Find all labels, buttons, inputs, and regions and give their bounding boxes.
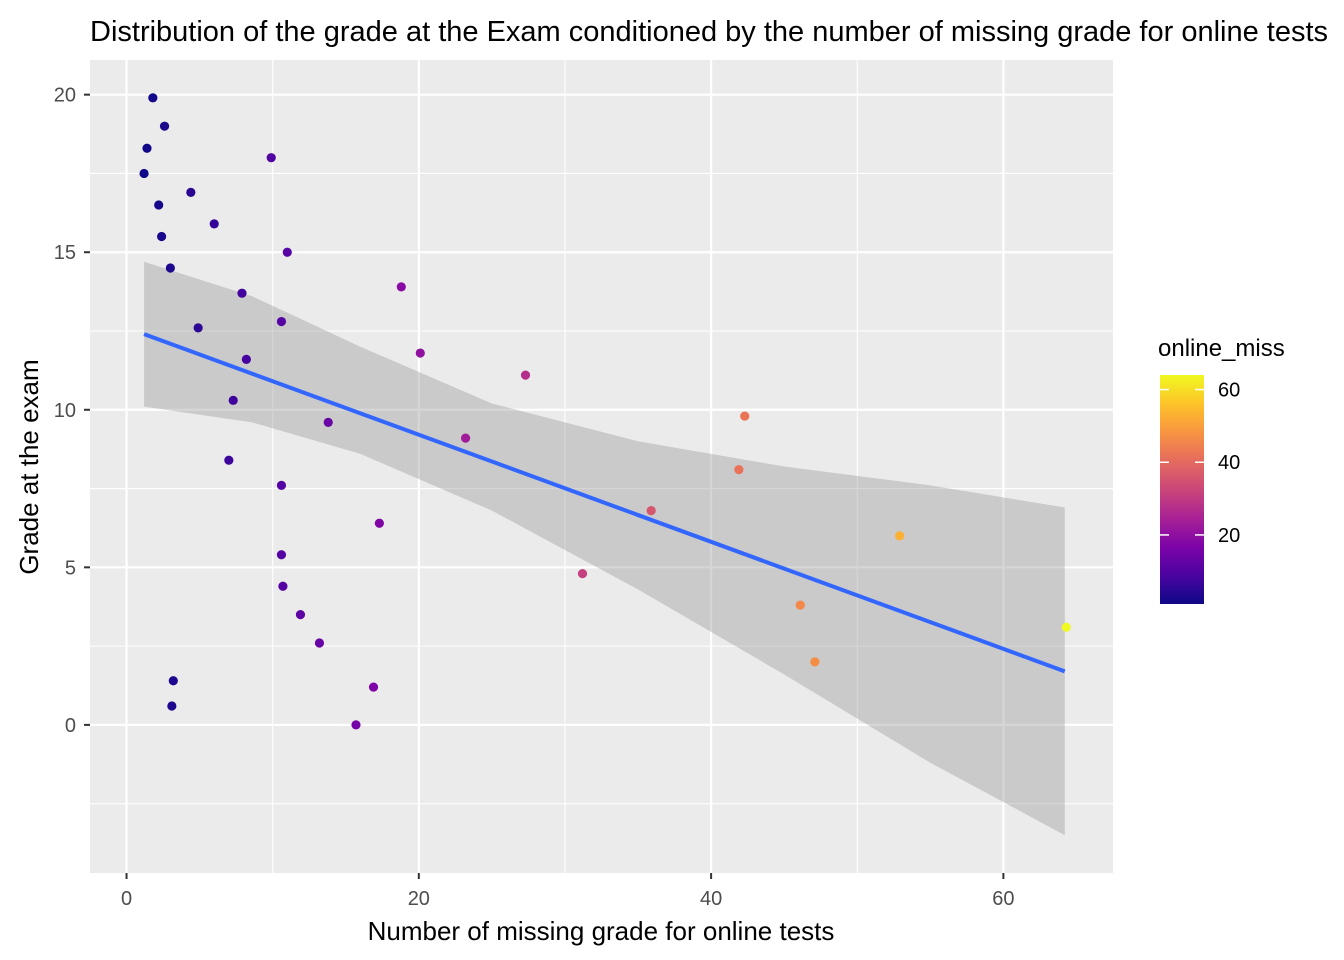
data-point xyxy=(314,638,325,648)
data-point xyxy=(276,480,287,491)
data-point xyxy=(415,348,425,358)
data-point xyxy=(165,263,175,273)
data-point xyxy=(266,153,276,163)
data-point xyxy=(396,282,406,292)
legend-label: 40 xyxy=(1218,452,1240,474)
y-tick-label: 5 xyxy=(65,557,76,579)
data-point xyxy=(276,550,287,560)
data-point xyxy=(895,531,905,541)
data-point xyxy=(734,465,744,475)
legend-label: 20 xyxy=(1218,525,1240,547)
data-point xyxy=(186,187,196,197)
data-point xyxy=(374,518,384,528)
color-legend: online_miss 20 40 60 xyxy=(1158,335,1285,604)
data-point xyxy=(323,417,333,427)
x-tick-label: 60 xyxy=(992,888,1014,910)
data-point xyxy=(193,323,203,333)
data-point xyxy=(168,676,178,686)
data-point xyxy=(460,433,471,443)
data-point xyxy=(520,370,531,380)
data-point xyxy=(142,143,152,153)
data-point xyxy=(167,701,177,711)
x-tick-label: 0 xyxy=(121,888,132,910)
x-tick-label: 20 xyxy=(408,888,430,910)
legend-label: 60 xyxy=(1218,380,1240,402)
data-point xyxy=(810,657,820,667)
data-point xyxy=(577,569,588,579)
plot-panel xyxy=(90,60,1113,873)
x-tick-label: 40 xyxy=(700,888,722,910)
y-tick-label: 10 xyxy=(54,400,76,422)
data-point xyxy=(368,682,379,692)
data-point xyxy=(148,93,158,103)
y-axis-title: Grade at the exam xyxy=(14,359,44,574)
y-tick-label: 0 xyxy=(65,715,76,737)
confidence-band xyxy=(144,261,1065,836)
legend-colorbar xyxy=(1160,375,1204,604)
data-point xyxy=(157,231,167,242)
chart-title: Distribution of the grade at the Exam co… xyxy=(90,16,1328,48)
panel-background xyxy=(90,60,1113,873)
x-axis-title: Number of missing grade for online tests xyxy=(368,916,835,946)
y-tick-label: 15 xyxy=(54,242,76,264)
data-point xyxy=(276,316,287,327)
data-point xyxy=(224,455,234,465)
data-point xyxy=(154,200,164,210)
data-point xyxy=(139,168,149,179)
data-point xyxy=(241,354,251,364)
data-point xyxy=(795,600,805,610)
data-point xyxy=(278,581,288,591)
data-point xyxy=(740,411,750,421)
data-point xyxy=(295,610,306,620)
data-point xyxy=(646,506,656,516)
data-point xyxy=(209,219,219,229)
regression-line xyxy=(143,332,1066,674)
data-point xyxy=(159,121,170,131)
data-point xyxy=(237,288,247,298)
data-point xyxy=(228,395,238,405)
data-point xyxy=(282,247,292,257)
y-tick-label: 20 xyxy=(54,85,76,107)
data-point xyxy=(1061,622,1071,632)
legend-title: online_miss xyxy=(1158,335,1285,362)
data-point xyxy=(351,720,361,730)
